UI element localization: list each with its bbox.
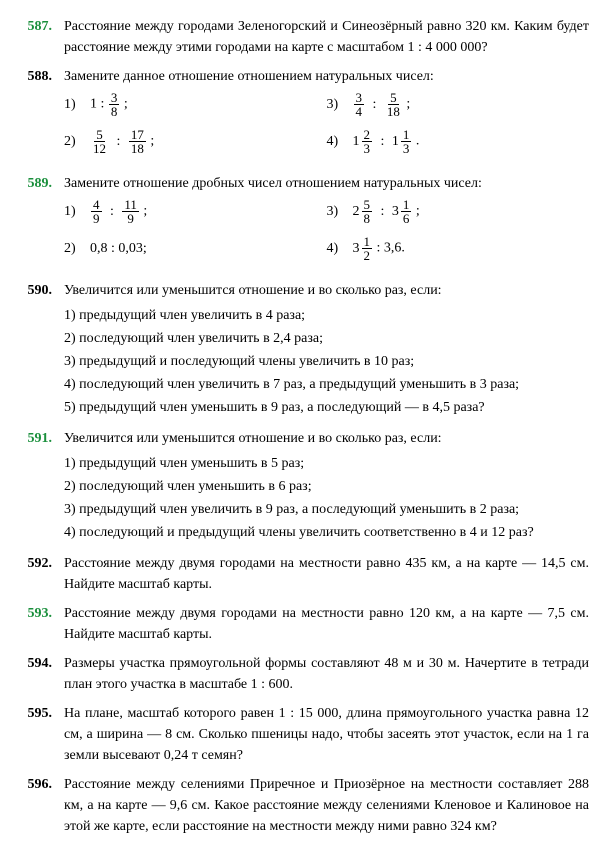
problem-number: 595.: [10, 703, 64, 766]
problem-text: Расстояние между двумя городами на местн…: [64, 603, 589, 645]
problem-number: 596.: [10, 774, 64, 837]
fraction: 512: [91, 128, 108, 155]
problem-587: 587. Расстояние между городами Зеленогор…: [10, 16, 589, 58]
problem-595: 595. На плане, масштаб которого равен 1 …: [10, 703, 589, 766]
problem-text: Расстояние между селениями Приречное и П…: [64, 774, 589, 837]
subrow: 2) 512 : 1718 ; 4) 123 : 113 .: [64, 128, 589, 155]
idx: 4): [327, 131, 345, 152]
mixed-number: 123: [353, 128, 374, 155]
subparts: 1) 1 : 38 ; 3) 34 : 518 ;: [64, 91, 589, 155]
expr: 512 : 1718 ;: [90, 128, 154, 155]
idx: 1): [64, 94, 82, 115]
list-item: 2) последующий член уменьшить в 6 раз;: [64, 476, 589, 497]
subpart-1: 1) 49 : 119 ;: [64, 198, 327, 225]
problem-588: 588. Замените данное отношение отношение…: [10, 66, 589, 165]
subpart-4: 4) 312 : 3,6.: [327, 235, 590, 262]
subpart-1: 1) 1 : 38 ;: [64, 91, 327, 118]
mixed-number: 316: [392, 198, 413, 225]
mixed-number: 258: [353, 198, 374, 225]
problem-number: 593.: [10, 603, 64, 645]
idx: 3): [327, 201, 345, 222]
problem-text: Замените данное отношение отношением нат…: [64, 66, 589, 87]
idx: 1): [64, 201, 82, 222]
list-item: 5) предыдущий член уменьшить в 9 раз, а …: [64, 397, 589, 418]
subpart-2: 2) 512 : 1718 ;: [64, 128, 327, 155]
expr: 34 : 518 ;: [353, 91, 411, 118]
list-item: 3) предыдущий и последующий члены увелич…: [64, 351, 589, 372]
idx: 4): [327, 238, 345, 259]
subrow: 1) 49 : 119 ; 3) 258 : 316 ;: [64, 198, 589, 225]
problem-number: 589.: [10, 173, 64, 272]
problem-text: Размеры участка прямоугольной формы сост…: [64, 653, 589, 695]
problem-594: 594. Размеры участка прямоугольной формы…: [10, 653, 589, 695]
problem-591: 591. Увеличится или уменьшится отношение…: [10, 428, 589, 545]
problem-590: 590. Увеличится или уменьшится отношение…: [10, 280, 589, 420]
expr: 1 : 38 ;: [90, 91, 128, 118]
problem-592: 592. Расстояние между двумя городами на …: [10, 553, 589, 595]
problem-number: 594.: [10, 653, 64, 695]
idx: 3): [327, 94, 345, 115]
list-item: 2) последующий член увеличить в 2,4 раза…: [64, 328, 589, 349]
fraction: 518: [385, 91, 402, 118]
problem-body: Замените отношение дробных чисел отношен…: [64, 173, 589, 272]
idx: 2): [64, 238, 82, 259]
problem-596: 596. Расстояние между селениями Приречно…: [10, 774, 589, 837]
expr: 49 : 119 ;: [90, 198, 147, 225]
expr: 0,8 : 0,03;: [90, 238, 147, 259]
expr: 123 : 113 .: [353, 128, 420, 155]
list-item: 1) предыдущий член увеличить в 4 раза;: [64, 305, 589, 326]
problem-body: Увеличится или уменьшится отношение и во…: [64, 428, 589, 545]
list-item: 4) последующий член увеличить в 7 раз, а…: [64, 374, 589, 395]
subpart-4: 4) 123 : 113 .: [327, 128, 590, 155]
problem-number: 590.: [10, 280, 64, 420]
list-item: 1) предыдущий член уменьшить в 5 раз;: [64, 453, 589, 474]
problem-body: Увеличится или уменьшится отношение и во…: [64, 280, 589, 420]
fraction: 38: [109, 91, 120, 118]
fraction: 1718: [129, 128, 146, 155]
subpart-3: 3) 258 : 316 ;: [327, 198, 590, 225]
problem-body: Замените данное отношение отношением нат…: [64, 66, 589, 165]
idx: 2): [64, 131, 82, 152]
fraction: 34: [354, 91, 365, 118]
mixed-number: 113: [392, 128, 413, 155]
subrow: 2) 0,8 : 0,03; 4) 312 : 3,6.: [64, 235, 589, 262]
problem-text: Замените отношение дробных чисел отношен…: [64, 173, 589, 194]
problem-number: 587.: [10, 16, 64, 58]
list-item: 4) последующий и предыдущий члены увелич…: [64, 522, 589, 543]
problem-text: Увеличится или уменьшится отношение и во…: [64, 428, 589, 449]
expr: 312 : 3,6.: [353, 235, 405, 262]
fraction: 49: [91, 198, 102, 225]
subpart-3: 3) 34 : 518 ;: [327, 91, 590, 118]
problem-text: На плане, масштаб которого равен 1 : 15 …: [64, 703, 589, 766]
problem-number: 591.: [10, 428, 64, 545]
problem-text: Увеличится или уменьшится отношение и во…: [64, 280, 589, 301]
subparts: 1) 49 : 119 ; 3) 258 : 316 ;: [64, 198, 589, 262]
problem-number: 588.: [10, 66, 64, 165]
list-item: 3) предыдущий член увеличить в 9 раз, а …: [64, 499, 589, 520]
subrow: 1) 1 : 38 ; 3) 34 : 518 ;: [64, 91, 589, 118]
numbered-list: 1) предыдущий член уменьшить в 5 раз; 2)…: [64, 453, 589, 543]
problem-number: 592.: [10, 553, 64, 595]
problem-text: Расстояние между городами Зеленогорский …: [64, 16, 589, 58]
problem-589: 589. Замените отношение дробных чисел от…: [10, 173, 589, 272]
expr: 258 : 316 ;: [353, 198, 420, 225]
fraction: 119: [122, 198, 139, 225]
problem-593: 593. Расстояние между двумя городами на …: [10, 603, 589, 645]
problem-text: Расстояние между двумя городами на местн…: [64, 553, 589, 595]
mixed-number: 312: [353, 235, 374, 262]
subpart-2: 2) 0,8 : 0,03;: [64, 238, 327, 259]
numbered-list: 1) предыдущий член увеличить в 4 раза; 2…: [64, 305, 589, 418]
